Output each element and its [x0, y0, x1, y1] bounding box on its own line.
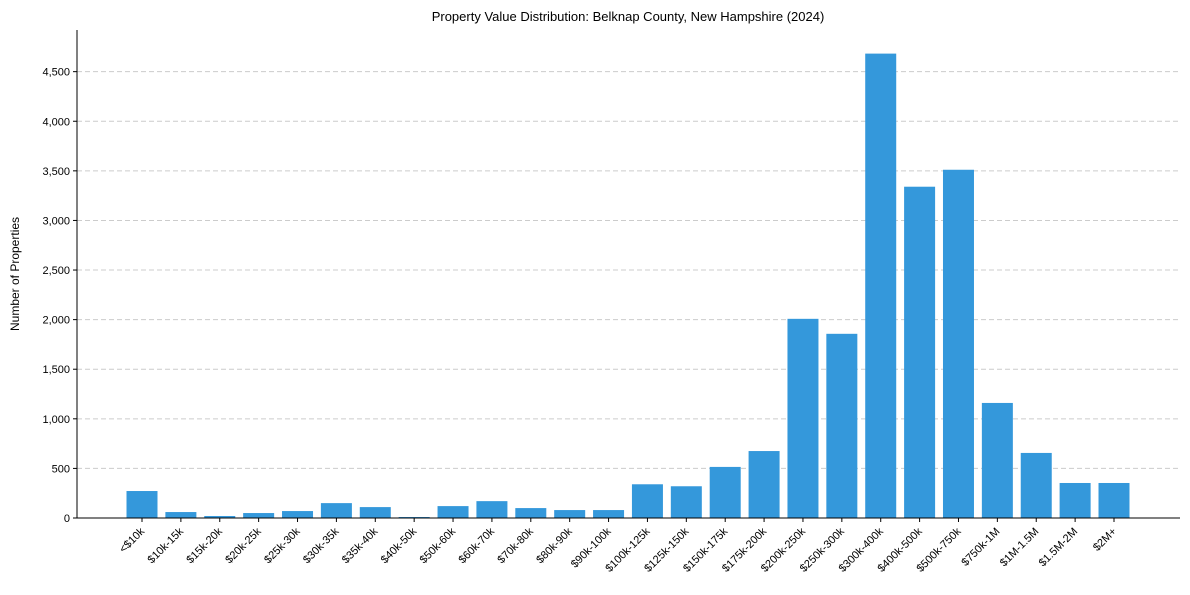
- bar: [709, 466, 741, 518]
- x-tick-label: <$10k: [117, 525, 147, 555]
- x-tick-label: $80k-90k: [534, 525, 575, 566]
- bar: [787, 318, 819, 518]
- chart-title: Property Value Distribution: Belknap Cou…: [432, 9, 825, 24]
- y-axis-label: Number of Properties: [8, 217, 22, 331]
- x-tick-label: $30k-35k: [301, 525, 342, 566]
- bar: [826, 333, 858, 518]
- bar: [1098, 482, 1130, 518]
- bar: [1059, 482, 1091, 518]
- x-tick-label: $750k-1M: [959, 526, 1002, 569]
- bar: [359, 507, 391, 518]
- y-tick-label: 2,000: [42, 315, 70, 327]
- bar: [748, 451, 780, 518]
- bar: [243, 513, 275, 518]
- x-tick-label: $15k-20k: [184, 525, 225, 566]
- bar: [437, 506, 469, 518]
- y-tick-label: 3,000: [42, 215, 70, 227]
- y-tick-label: 1,500: [42, 364, 70, 376]
- bar: [204, 516, 236, 518]
- y-tick-label: 1,000: [42, 414, 70, 426]
- y-tick-label: 3,500: [42, 166, 70, 178]
- bar: [165, 512, 197, 518]
- x-tick-label: $10k-15k: [146, 525, 187, 566]
- x-tick-label: $50k-60k: [418, 525, 459, 566]
- bar: [515, 508, 547, 518]
- bar: [670, 486, 702, 518]
- x-tick-label: $70k-80k: [495, 525, 536, 566]
- y-tick-label: 0: [64, 513, 70, 525]
- x-tick-label: $1.5M-2M: [1037, 526, 1081, 570]
- y-tick-label: 4,000: [42, 116, 70, 128]
- bar: [631, 484, 663, 518]
- bar: [320, 503, 352, 518]
- x-tick-label: $60k-70k: [457, 525, 498, 566]
- bar: [942, 169, 974, 519]
- x-tick-label: $1M-1.5M: [998, 526, 1042, 570]
- y-tick-label: 2,500: [42, 265, 70, 277]
- bar: [126, 491, 158, 518]
- y-tick-label: 500: [52, 463, 70, 475]
- bar: [593, 510, 625, 518]
- bar: [904, 186, 936, 518]
- y-tick-label: 4,500: [42, 67, 70, 79]
- x-tick-label: $40k-50k: [379, 525, 420, 566]
- bar: [1020, 452, 1052, 518]
- x-tick-label: $20k-25k: [223, 525, 264, 566]
- x-tick-label: $2M+: [1091, 526, 1119, 554]
- bar: [865, 53, 897, 518]
- x-tick-label: $35k-40k: [340, 525, 381, 566]
- bar: [554, 510, 586, 518]
- x-tick-label: $25k-30k: [262, 525, 303, 566]
- bar: [476, 501, 508, 518]
- bar: [282, 511, 314, 518]
- bar: [981, 402, 1013, 518]
